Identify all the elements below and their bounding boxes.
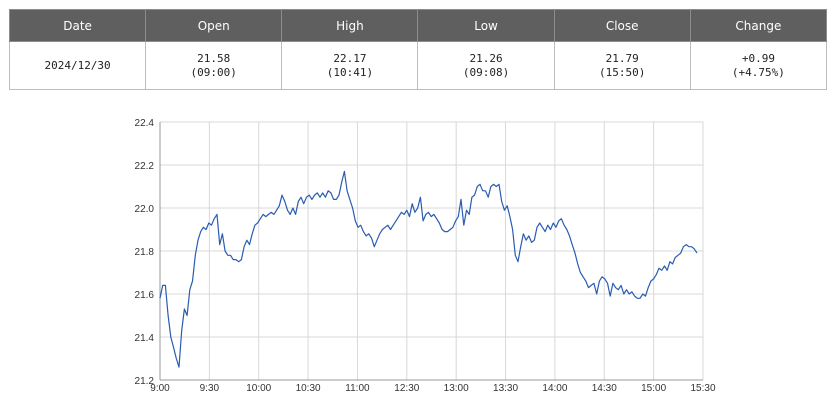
x-tick-label: 13:30: [493, 383, 518, 394]
x-tick-label: 10:00: [246, 383, 271, 394]
x-tick-label: 11:00: [345, 383, 370, 394]
header-close: Close: [553, 9, 691, 42]
low-time: (09:08): [462, 65, 510, 79]
price-series-line: [159, 170, 698, 368]
close-value: 21.79: [605, 51, 639, 65]
open-time: (09:00): [190, 65, 237, 79]
x-tick-label: 14:30: [592, 383, 617, 394]
y-tick-label: 21.8: [135, 247, 155, 258]
close-time: (15:50): [599, 65, 646, 79]
cell-low: 21.26 (09:08): [417, 41, 555, 90]
x-tick-label: 13:00: [444, 383, 469, 394]
open-value: 21.58: [197, 51, 231, 65]
y-tick-label: 22.4: [135, 118, 155, 129]
x-tick-label: 15:30: [690, 383, 715, 394]
x-tick-label: 14:00: [542, 383, 567, 394]
x-tick-label: 9:00: [150, 383, 170, 394]
date-value: 2024/12/30: [44, 58, 111, 72]
change-value: +0.99: [741, 51, 775, 65]
x-tick-label: 12:30: [394, 383, 419, 394]
high-value: 22.17: [333, 51, 367, 65]
low-value: 21.26: [469, 51, 503, 65]
table-row: 2024/12/30 21.58 (09:00) 22.17 (10:41) 2…: [8, 41, 828, 90]
y-tick-label: 22.2: [135, 161, 155, 172]
cell-date: 2024/12/30: [8, 41, 147, 90]
cell-open: 21.58 (09:00): [145, 41, 283, 90]
x-tick-label: 9:30: [200, 383, 220, 394]
cell-change: +0.99 (+4.75%): [689, 41, 828, 90]
x-tick-label: 15:00: [641, 383, 666, 394]
quote-summary-table: Date Open High Low Close Change 2024/12/…: [8, 9, 828, 90]
cell-high: 22.17 (10:41): [281, 41, 419, 90]
y-tick-label: 22.0: [135, 204, 155, 215]
header-date: Date: [8, 9, 147, 42]
header-change: Change: [689, 9, 828, 42]
x-tick-label: 10:30: [296, 383, 321, 394]
table-header-row: Date Open High Low Close Change: [8, 9, 828, 42]
y-tick-label: 21.6: [135, 290, 155, 301]
change-percent: (+4.75%): [731, 65, 785, 79]
y-tick-label: 21.4: [135, 333, 155, 344]
header-low: Low: [417, 9, 555, 42]
y-tick-label: 21.2: [135, 376, 155, 387]
high-time: (10:41): [326, 65, 374, 79]
